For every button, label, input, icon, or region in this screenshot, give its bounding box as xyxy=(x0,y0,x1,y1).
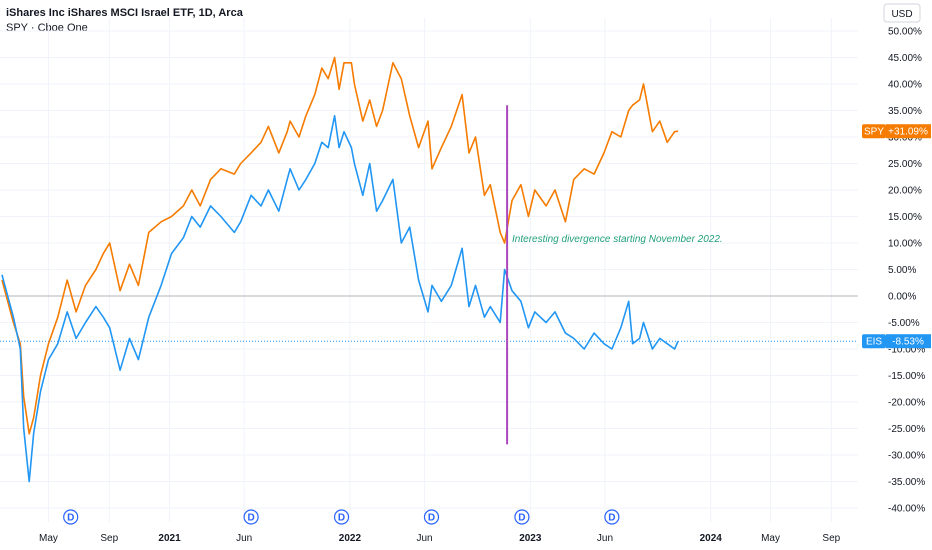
y-tick-label: -35.00% xyxy=(888,477,925,488)
tag-symbol-box xyxy=(862,334,886,349)
dividend-marker-circle xyxy=(63,509,79,525)
dividend-marker-letter: D xyxy=(428,513,435,524)
x-tick-label: Jun xyxy=(417,533,433,544)
y-tick-label: -25.00% xyxy=(888,424,925,435)
currency-label: USD xyxy=(891,9,912,20)
dividend-marker: D xyxy=(423,509,440,525)
y-tick-label: -10.00% xyxy=(888,345,925,356)
dividend-marker-circle xyxy=(333,509,350,525)
tag-value-box xyxy=(886,124,931,139)
dividend-marker-letter: D xyxy=(518,513,525,524)
x-tick-label: 2022 xyxy=(339,533,362,544)
series-line-eis xyxy=(1,115,679,483)
y-tick-label: -20.00% xyxy=(888,398,925,409)
x-tick-label: May xyxy=(761,533,780,544)
tag-symbol: EIS xyxy=(866,337,882,348)
x-tick-label: 2024 xyxy=(700,533,723,544)
dividend-marker-letter: D xyxy=(247,513,254,524)
x-tick-label: 2023 xyxy=(519,533,542,544)
tag-value: -8.53% xyxy=(892,337,924,348)
y-tick-label: 20.00% xyxy=(888,186,922,197)
last-value-tags: SPY +31.09% EIS -8.53% xyxy=(862,124,931,349)
y-tick-label: -40.00% xyxy=(888,504,925,515)
symbol-title: iShares Inc iShares MSCI Israel ETF, 1D,… xyxy=(6,7,243,19)
divergence-annotation[interactable]: Interesting divergence starting November… xyxy=(512,234,723,245)
y-tick-label: 5.00% xyxy=(888,265,916,276)
dividend-marker: D xyxy=(333,509,350,525)
y-tick-label: -15.00% xyxy=(888,371,925,382)
series-layer xyxy=(1,56,679,483)
y-tick-label: 50.00% xyxy=(888,27,922,38)
dividend-marker: D xyxy=(63,509,79,525)
y-tick-label: 45.00% xyxy=(888,53,922,64)
y-axis[interactable]: 50.00%45.00%40.00%35.00%30.00%25.00%20.0… xyxy=(888,27,925,515)
dividend-marker-circle xyxy=(423,509,440,525)
y-tick-label: 10.00% xyxy=(888,239,922,250)
y-tick-label: 0.00% xyxy=(888,292,916,303)
x-tick-label: Jun xyxy=(597,533,613,544)
dividend-marker-circle xyxy=(604,509,620,525)
tag-symbol: SPY xyxy=(864,127,884,138)
x-tick-label: Sep xyxy=(100,533,118,544)
dividend-marker-letter: D xyxy=(67,513,74,524)
dividend-marker-letter: D xyxy=(608,513,615,524)
currency-button[interactable]: USD xyxy=(883,3,921,23)
x-tick-label: May xyxy=(39,533,58,544)
x-tick-label: 2021 xyxy=(158,533,181,544)
dividend-marker-letter: D xyxy=(338,513,345,524)
y-tick-label: -30.00% xyxy=(888,451,925,462)
tag-symbol-box xyxy=(862,124,886,139)
x-tick-label: Jun xyxy=(236,533,252,544)
dividend-marker-circle xyxy=(243,509,259,525)
y-tick-label: 40.00% xyxy=(888,80,922,91)
currency-button-frame[interactable] xyxy=(883,3,921,23)
dividend-marker: D xyxy=(604,509,620,525)
dividend-marker: D xyxy=(514,509,530,525)
tag-value: +31.09% xyxy=(888,127,928,138)
tag-value-box xyxy=(886,334,931,349)
last-value-tag-spy: SPY +31.09% xyxy=(862,124,931,139)
chart-grid xyxy=(0,18,858,522)
last-value-tag-eis: EIS -8.53% xyxy=(862,334,931,349)
y-tick-label: -5.00% xyxy=(888,318,920,329)
series-line-spy xyxy=(1,56,679,435)
dividend-marker: D xyxy=(243,509,259,525)
dividend-marker-circle xyxy=(514,509,530,525)
y-tick-label: 35.00% xyxy=(888,106,922,117)
x-tick-label: Sep xyxy=(822,533,840,544)
y-tick-label: 15.00% xyxy=(888,212,922,223)
x-axis[interactable]: May Sep 2021 Jun 2022 Jun 2023 Jun 2024 May Sep xyxy=(39,533,841,544)
y-tick-label: 25.00% xyxy=(888,159,922,170)
